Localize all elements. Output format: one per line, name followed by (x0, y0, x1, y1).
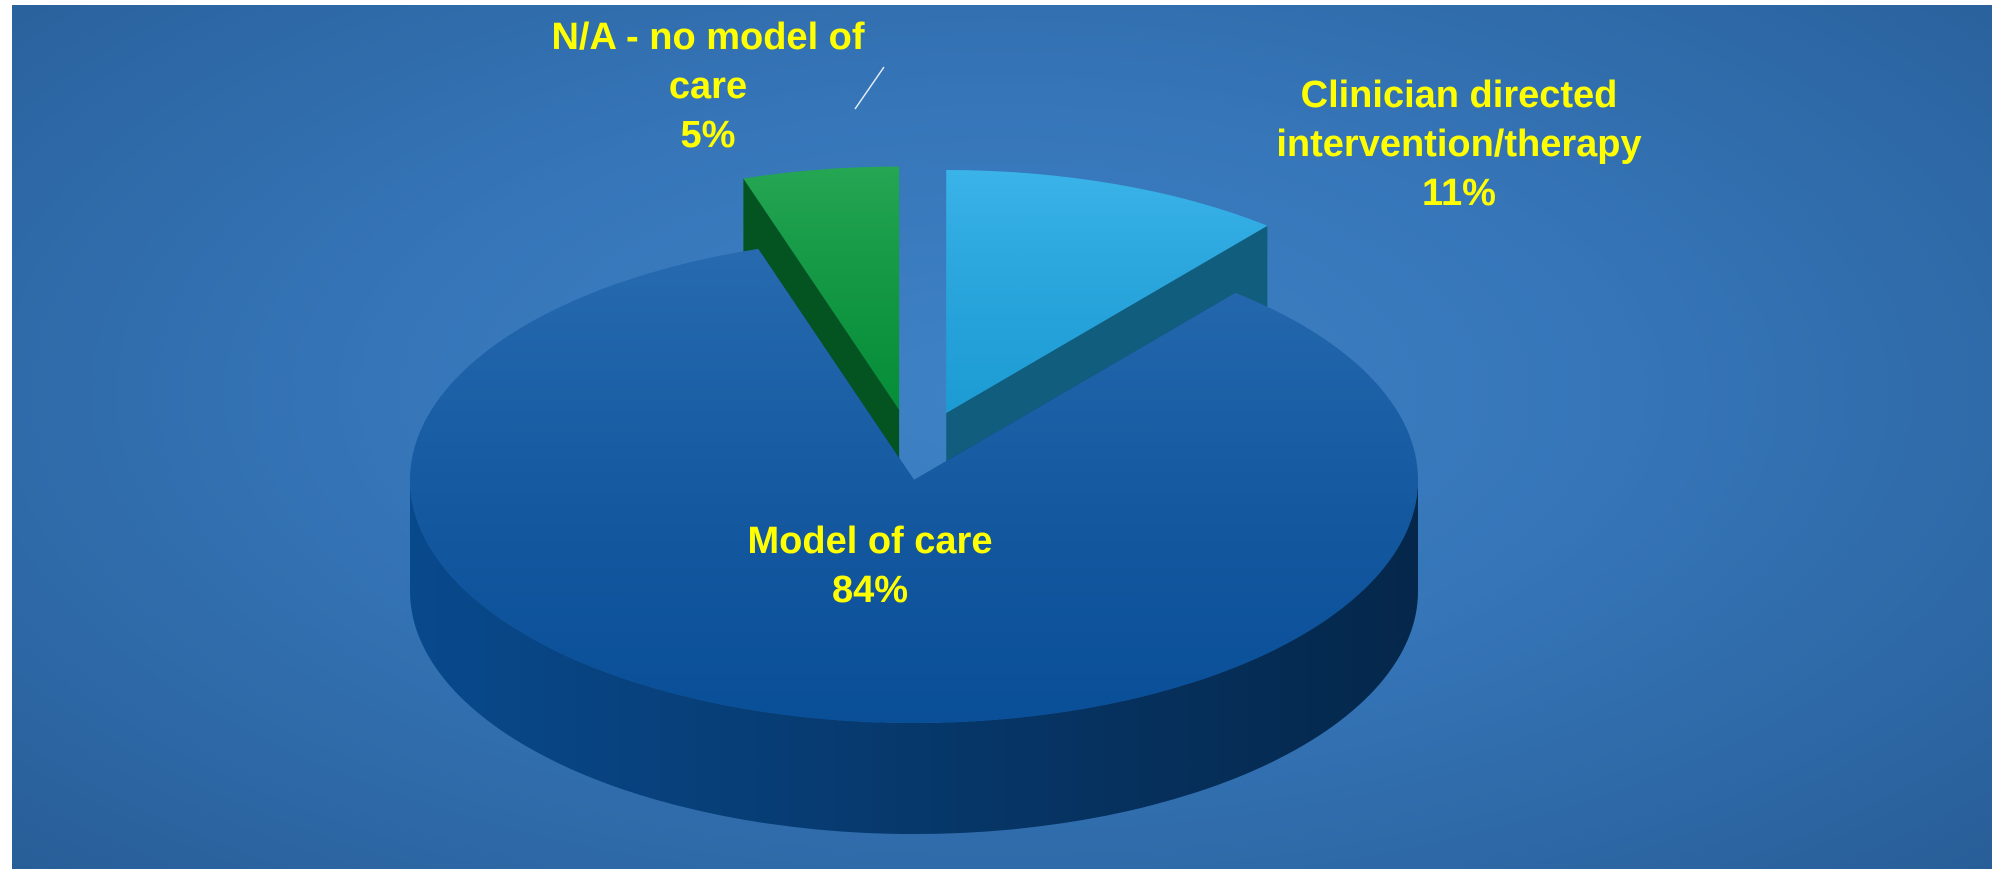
category-label: Clinician directed intervention/therapy (1276, 74, 1642, 165)
slice-label: Clinician directed intervention/therapy 1… (1239, 71, 1679, 218)
leader-line (854, 66, 885, 110)
category-label: N/A - no model of care (551, 16, 865, 107)
value-label: 84% (831, 569, 909, 611)
slice-highlight (409, 248, 1418, 724)
category-label: Model of care (747, 520, 993, 562)
value-label: 5% (680, 114, 736, 156)
value-label: 11% (1422, 172, 1496, 214)
slice-label: N/A - no model of care 5% (513, 13, 903, 160)
chart-area: Clinician directed intervention/therapy 1… (12, 5, 1992, 869)
pie-chart (409, 66, 1418, 834)
slice-highlight (946, 170, 1268, 413)
slice-highlight (743, 166, 900, 410)
slice-wall-shade (410, 480, 1418, 834)
slice-label: Model of care 84% (650, 517, 1090, 615)
